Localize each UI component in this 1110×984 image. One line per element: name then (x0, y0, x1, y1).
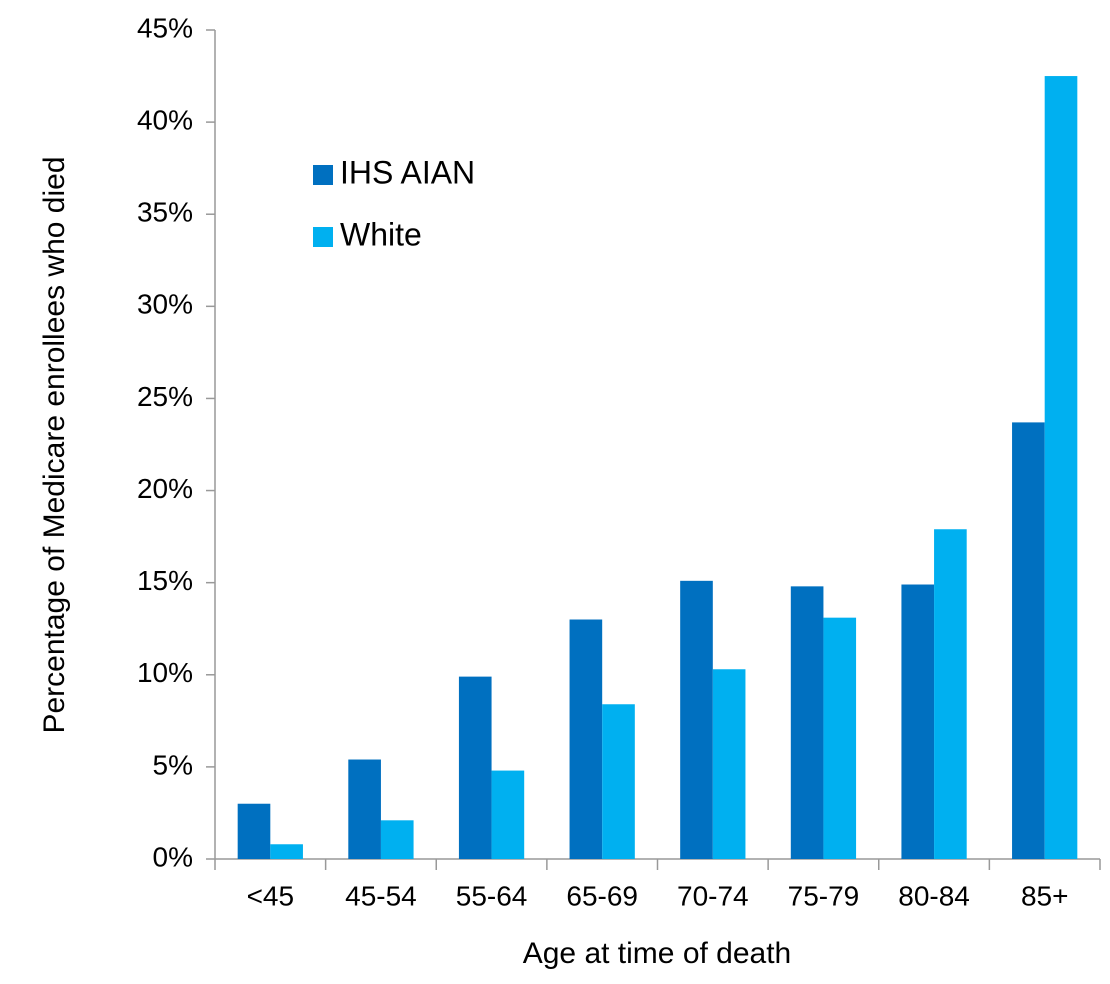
bar (712, 669, 746, 859)
y-tick-label: 40% (137, 105, 193, 136)
x-tick-label: 75-79 (788, 880, 860, 911)
bar (823, 617, 857, 859)
bar (680, 580, 713, 859)
x-tick-label: 65-69 (566, 880, 638, 911)
y-tick-label: 0% (153, 841, 193, 872)
bar (602, 704, 635, 859)
bar (934, 529, 967, 859)
bar (237, 803, 271, 859)
bar (790, 586, 824, 859)
bar (569, 619, 603, 859)
x-tick-label: 55-64 (456, 880, 528, 911)
legend-swatch (313, 165, 333, 185)
bar (1012, 422, 1045, 859)
y-tick-label: 15% (137, 565, 193, 596)
y-tick-label: 10% (137, 657, 193, 688)
y-tick-label: 20% (137, 473, 193, 504)
y-tick-label: 5% (153, 749, 193, 780)
bar (491, 770, 525, 859)
x-tick-label: 80-84 (898, 880, 970, 911)
bar (348, 759, 381, 859)
bar (380, 820, 414, 859)
y-tick-label: 35% (137, 197, 193, 228)
x-tick-label: 85+ (1021, 880, 1069, 911)
bar (458, 676, 492, 859)
bar (901, 584, 935, 859)
y-axis-label: Percentage of Medicare enrollees who die… (38, 156, 71, 734)
bar (1044, 76, 1078, 860)
x-tick-label: 45-54 (345, 880, 417, 911)
bar (270, 844, 303, 859)
legend-label: White (340, 216, 422, 252)
legend-swatch (313, 227, 333, 247)
x-tick-label: <45 (247, 880, 295, 911)
x-axis-label: Age at time of death (523, 937, 792, 970)
x-tick-label: 70-74 (677, 880, 749, 911)
y-tick-label: 45% (137, 12, 193, 43)
legend-label: IHS AIAN (340, 154, 475, 190)
y-tick-label: 25% (137, 381, 193, 412)
y-tick-label: 30% (137, 289, 193, 320)
